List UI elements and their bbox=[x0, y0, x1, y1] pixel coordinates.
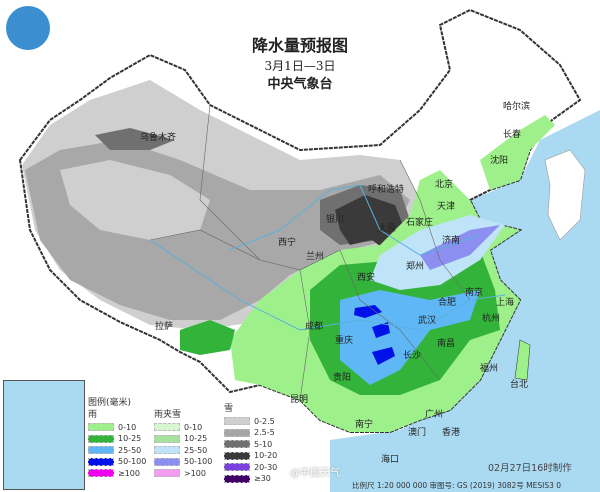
china-weather-logo bbox=[6, 6, 50, 50]
snow-5-10-urumqi bbox=[95, 128, 175, 150]
rain-50-100-a bbox=[354, 305, 382, 318]
snow-white-basin bbox=[60, 160, 210, 240]
city-label: 香港 bbox=[442, 428, 461, 438]
city-label: 兰州 bbox=[306, 252, 325, 262]
city-label: 天津 bbox=[437, 202, 456, 212]
legend-snow: 雪 0-2.5 2.5-5 5-10 10-20 20-30 ≥30 bbox=[224, 404, 278, 483]
south-china-sea-inset bbox=[3, 380, 85, 490]
city-label: 南宁 bbox=[355, 420, 374, 430]
scale-note: 比例尺 1:20 000 000 审图号: GS (2019) 3082号 ME… bbox=[352, 481, 562, 490]
city-label: 重庆 bbox=[335, 336, 354, 346]
sleet-50-100 bbox=[420, 225, 500, 270]
city-label: 南昌 bbox=[437, 339, 456, 349]
city-label: 台北 bbox=[510, 380, 529, 390]
rain-50-100-c bbox=[372, 347, 395, 365]
city-label: 广州 bbox=[425, 410, 444, 420]
date-range: 3月1日—3日 bbox=[264, 59, 336, 73]
city-label: 哈尔滨 bbox=[503, 102, 531, 112]
city-label: 郑州 bbox=[406, 262, 425, 272]
city-label: 西宁 bbox=[278, 238, 297, 248]
legend-rain: 雨 0-10 10-25 25-50 50-100 ≥100 bbox=[88, 410, 147, 478]
city-label: 呼和浩特 bbox=[368, 185, 405, 195]
city-label: 昆明 bbox=[290, 395, 309, 405]
yangtze-river bbox=[149, 239, 506, 331]
rain-10-25-west bbox=[180, 320, 235, 355]
map-title: 降水量预报图 bbox=[251, 36, 348, 55]
city-label: 海口 bbox=[381, 455, 400, 465]
legend-sleet: 雨夹雪 0-10 10-25 25-50 50-100 >100 bbox=[154, 410, 213, 478]
yellow-river bbox=[229, 184, 481, 256]
korea bbox=[544, 149, 586, 241]
city-label: 贵阳 bbox=[333, 373, 352, 383]
city-label: 银川 bbox=[326, 215, 345, 225]
city-label: 长春 bbox=[503, 130, 522, 140]
watermark: @中国天气 bbox=[290, 468, 340, 479]
city-label: 太原 bbox=[378, 224, 397, 234]
sea bbox=[330, 110, 600, 492]
city-label: 杭州 bbox=[482, 314, 501, 324]
city-label: 合肥 bbox=[438, 298, 457, 308]
city-label: 南京 bbox=[465, 288, 484, 298]
city-label: 拉萨 bbox=[155, 322, 174, 332]
city-label: 长沙 bbox=[403, 351, 422, 361]
city-label: 武汉 bbox=[418, 316, 437, 326]
issuer: 中央气象台 bbox=[267, 77, 333, 92]
city-label: 成都 bbox=[305, 322, 324, 332]
legend-title: 图例(毫米) bbox=[88, 398, 132, 408]
city-label: 北京 bbox=[435, 180, 454, 190]
city-label: 石家庄 bbox=[406, 218, 434, 228]
city-label: 西安 bbox=[357, 273, 376, 283]
rain-50-100-b bbox=[372, 322, 390, 338]
city-label: 济南 bbox=[442, 236, 461, 246]
province-borders bbox=[149, 104, 471, 401]
made-time: 02月27日16时制作 bbox=[488, 463, 572, 474]
city-label: 乌鲁木齐 bbox=[140, 133, 177, 143]
city-label: 澳门 bbox=[408, 428, 427, 438]
city-label: 福州 bbox=[480, 364, 499, 374]
city-label: 上海 bbox=[496, 298, 515, 308]
rain-0-10-northeast bbox=[480, 115, 555, 190]
taiwan bbox=[514, 339, 531, 381]
city-label: 沈阳 bbox=[490, 156, 509, 166]
